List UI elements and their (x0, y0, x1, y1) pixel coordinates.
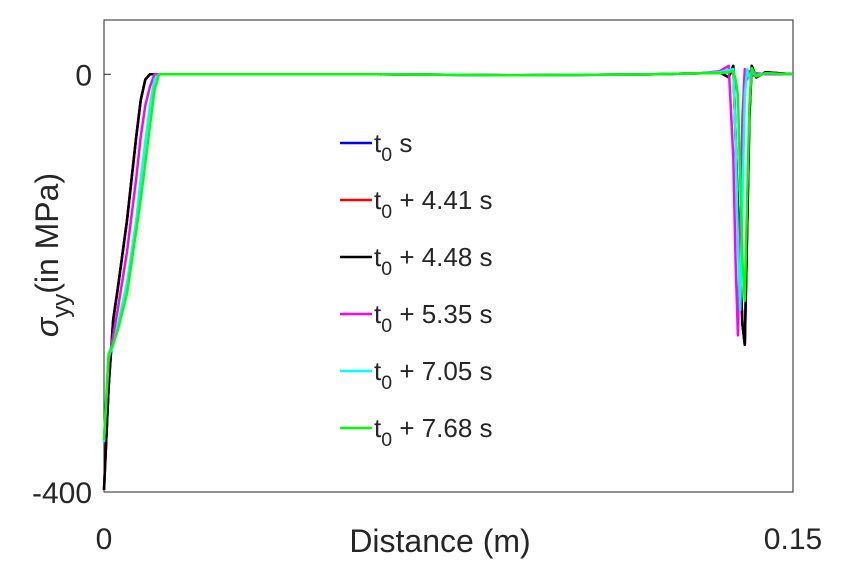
legend-label: t0 + 4.41 s (374, 185, 493, 223)
x-tick-label: 0.15 (764, 523, 822, 556)
x-tick-label: 0 (96, 523, 113, 556)
legend-label: t0 + 7.68 s (374, 413, 493, 451)
legend-label: t0 s (374, 128, 412, 166)
x-axis-label: Distance (m) (349, 523, 530, 559)
y-tick-label: 0 (75, 59, 92, 92)
legend-label: t0 + 7.05 s (374, 356, 493, 394)
plot-area (103, 19, 794, 493)
y-axis-label: σyy(in MPa) (29, 173, 75, 337)
legend-label: t0 + 4.48 s (374, 242, 493, 280)
y-tick-label: -400 (32, 477, 92, 510)
legend-label: t0 + 5.35 s (374, 299, 493, 337)
series-line (102, 66, 794, 440)
